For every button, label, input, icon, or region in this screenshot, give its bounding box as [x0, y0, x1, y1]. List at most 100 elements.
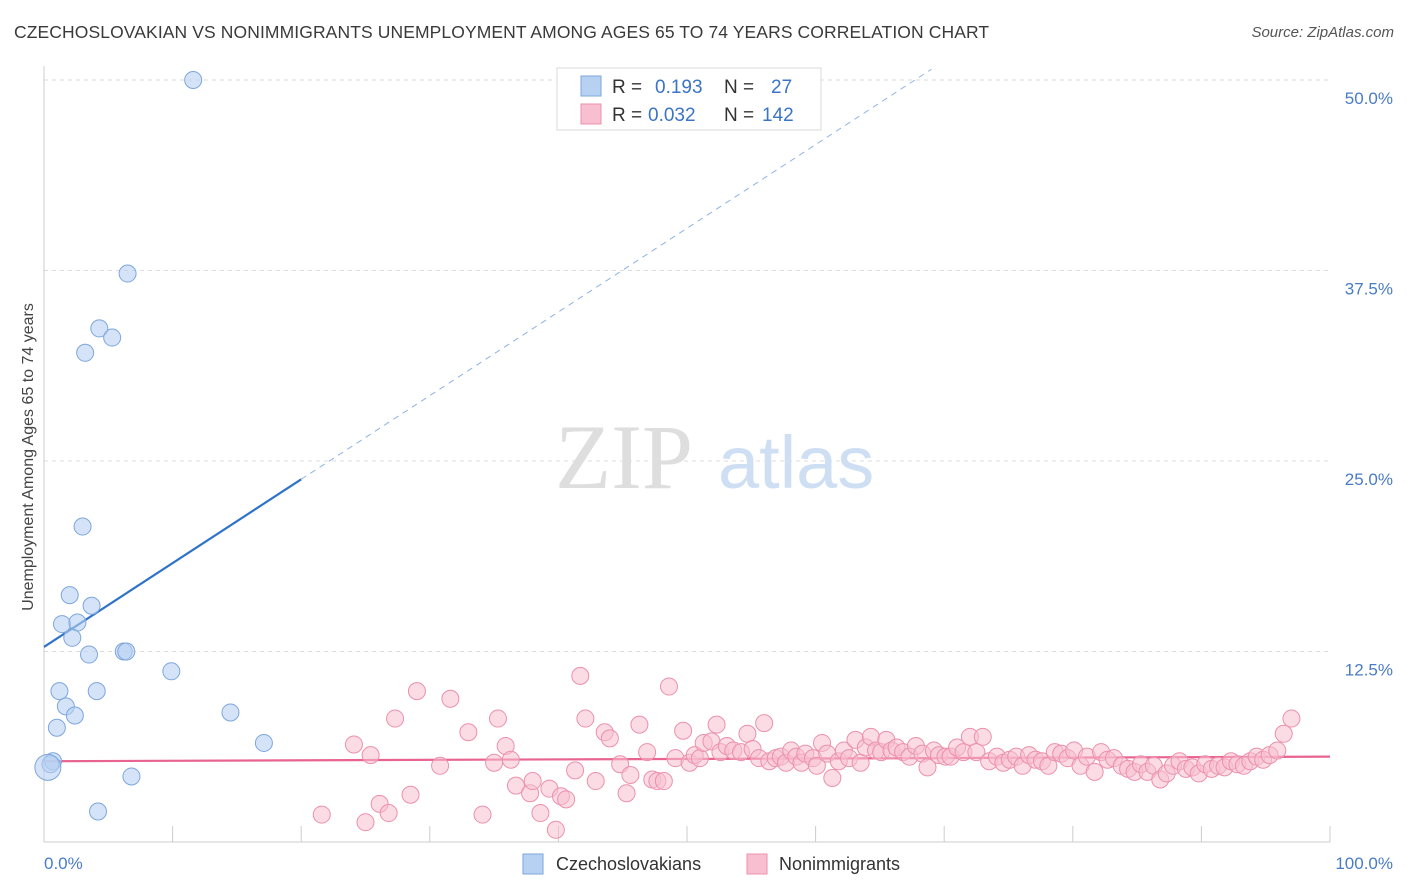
y-tick-label: 50.0%	[1345, 89, 1393, 108]
czechoslovakians-point	[50, 682, 69, 701]
legend-swatch-nonimmigrants	[580, 103, 602, 125]
nonimmigrants-point	[523, 772, 542, 791]
nonimmigrants-point	[674, 721, 693, 740]
nonimmigrants-point	[807, 756, 826, 775]
nonimmigrants-point	[361, 746, 380, 765]
czechoslovakians-trend-extension	[300, 68, 932, 480]
legend-r-label: R =	[612, 105, 642, 126]
legend-n-value: 27	[771, 77, 792, 98]
czechoslovakians-point	[89, 802, 108, 821]
legend-n-value: 142	[762, 105, 794, 126]
legend-n-label: N =	[724, 77, 754, 98]
legend-r-value: 0.193	[655, 77, 703, 98]
nonimmigrants-point	[617, 784, 636, 803]
czechoslovakians-point	[65, 706, 84, 725]
nonimmigrants-point	[654, 772, 673, 791]
nonimmigrants-point	[690, 749, 709, 768]
czechoslovakians-points	[34, 71, 273, 821]
czechoslovakians-point	[184, 71, 203, 89]
x-tick-label: 0.0%	[44, 854, 83, 873]
nonimmigrants-point	[312, 805, 331, 824]
nonimmigrants-point	[576, 709, 595, 728]
czechoslovakians-point	[122, 767, 141, 786]
nonimmigrants-point	[600, 729, 619, 748]
nonimmigrants-point	[441, 689, 460, 708]
czechoslovakians-trend-line	[43, 478, 302, 648]
y-tick-labels: 12.5% 25.0% 37.5% 50.0%	[1345, 89, 1393, 680]
nonimmigrants-point	[485, 753, 504, 772]
nonimmigrants-point	[586, 772, 605, 791]
nonimmigrants-point	[431, 756, 450, 775]
nonimmigrants-point	[659, 677, 678, 696]
watermark-zip: ZIP	[555, 406, 693, 508]
nonimmigrants-points	[312, 666, 1301, 839]
czechoslovakians-point	[254, 733, 273, 752]
source-label: Source: ZipAtlas.com	[1251, 24, 1394, 41]
nonimmigrants-point	[386, 709, 405, 728]
czechoslovakians-point	[76, 343, 95, 362]
y-tick-label: 12.5%	[1345, 661, 1393, 680]
nonimmigrants-point	[1268, 741, 1287, 760]
x-tick-labels: 0.0% 100.0%	[44, 854, 1393, 873]
czechoslovakians-point	[80, 645, 99, 664]
nonimmigrants-point	[407, 682, 426, 701]
legend-n-label: N =	[724, 105, 754, 126]
czechoslovakians-point	[118, 264, 137, 283]
czechoslovakians-point	[47, 718, 66, 737]
nonimmigrants-point	[1282, 709, 1301, 728]
series-legend-swatch-czechoslovakians	[522, 853, 544, 875]
czechoslovakians-point	[34, 753, 62, 781]
gridlines	[44, 79, 1330, 652]
nonimmigrants-point	[546, 820, 565, 839]
watermark: ZIP atlas	[555, 406, 874, 508]
nonimmigrants-point	[473, 805, 492, 824]
nonimmigrants-point	[738, 724, 757, 743]
series-legend-label-czechoslovakians: Czechoslovakians	[556, 854, 701, 874]
legend-r-value: 0.032	[648, 105, 696, 126]
czechoslovakians-point	[221, 703, 240, 722]
nonimmigrants-point	[630, 715, 649, 734]
nonimmigrants-point	[973, 727, 992, 746]
nonimmigrants-point	[488, 709, 507, 728]
czechoslovakians-point	[60, 586, 79, 605]
nonimmigrants-point	[566, 761, 585, 780]
y-axis-label: Unemployment Among Ages 65 to 74 years	[20, 303, 37, 611]
nonimmigrants-point	[379, 804, 398, 823]
czechoslovakians-point	[63, 628, 82, 647]
czechoslovakians-point	[68, 613, 87, 632]
nonimmigrants-point	[501, 750, 520, 769]
nonimmigrants-point	[506, 776, 525, 795]
nonimmigrants-point	[459, 723, 478, 742]
series-legend: Czechoslovakians Nonimmigrants	[522, 853, 900, 875]
czechoslovakians-point	[90, 319, 109, 338]
nonimmigrants-point	[638, 743, 657, 762]
series-legend-label-nonimmigrants: Nonimmigrants	[779, 854, 900, 874]
legend: R = 0.193 N = 27 R = 0.032 N = 142	[556, 67, 822, 131]
nonimmigrants-point	[1274, 724, 1293, 743]
nonimmigrants-point	[344, 735, 363, 754]
nonimmigrants-point	[851, 753, 870, 772]
legend-swatch-czechoslovakians	[580, 75, 602, 97]
nonimmigrants-point	[755, 714, 774, 733]
nonimmigrants-point	[967, 743, 986, 762]
chart-title: CZECHOSLOVAKIAN VS NONIMMIGRANTS UNEMPLO…	[14, 22, 990, 42]
nonimmigrants-point	[621, 765, 640, 784]
nonimmigrants-point	[571, 666, 590, 685]
legend-r-label: R =	[612, 77, 642, 98]
series-legend-swatch-nonimmigrants	[746, 853, 768, 875]
y-tick-label: 37.5%	[1345, 280, 1393, 299]
watermark-atlas: atlas	[718, 421, 874, 504]
x-tick-label: 100.0%	[1335, 854, 1393, 873]
czechoslovakians-point	[73, 517, 92, 536]
czechoslovakians-point	[87, 682, 106, 701]
nonimmigrants-point	[707, 715, 726, 734]
czechoslovakians-point	[117, 642, 136, 661]
nonimmigrants-point	[918, 758, 937, 777]
nonimmigrants-point	[531, 804, 550, 823]
czechoslovakians-point	[103, 328, 122, 347]
nonimmigrants-point	[401, 785, 420, 804]
nonimmigrants-point	[823, 768, 842, 787]
nonimmigrants-point	[356, 813, 375, 832]
czechoslovakians-point	[162, 662, 181, 681]
